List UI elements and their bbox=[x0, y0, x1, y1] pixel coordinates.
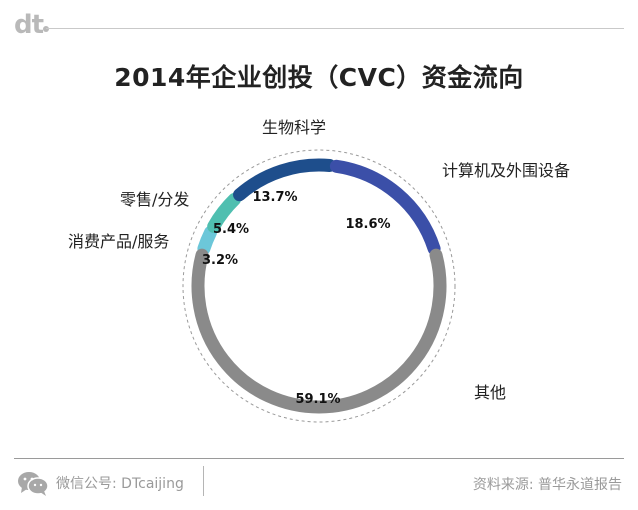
header-rule bbox=[46, 28, 624, 29]
segment-3 bbox=[329, 159, 441, 256]
source-text: 资料来源: 普华永道报告 bbox=[472, 477, 622, 493]
value-label-1: 5.4% bbox=[213, 222, 249, 237]
segment-4 bbox=[191, 248, 447, 414]
segment-2 bbox=[233, 158, 337, 202]
value-label-3: 18.6% bbox=[345, 217, 390, 232]
chart-title: 2014年企业创投（CVC）资金流向 bbox=[114, 63, 524, 92]
category-label-4: 其他 bbox=[474, 383, 506, 402]
dt-logo: dt bbox=[14, 10, 44, 40]
value-label-0: 3.2% bbox=[202, 253, 238, 268]
wechat-text: 微信公号: DTcaijing bbox=[56, 476, 184, 492]
footer-wechat: 微信公号: DTcaijing bbox=[16, 470, 184, 496]
footer-rule bbox=[14, 458, 624, 459]
segment-1 bbox=[207, 192, 242, 233]
category-label-3: 计算机及外围设备 bbox=[442, 161, 570, 180]
segment-0 bbox=[197, 225, 218, 256]
dashed-outer-ring bbox=[182, 149, 456, 423]
category-label-2: 生物科学 bbox=[262, 118, 326, 137]
value-label-2: 13.7% bbox=[252, 190, 297, 205]
category-label-0: 消费产品/服务 bbox=[68, 232, 169, 251]
wechat-icon bbox=[18, 472, 49, 496]
category-label-1: 零售/分发 bbox=[120, 190, 189, 209]
footer-separator bbox=[203, 466, 204, 496]
header-dot bbox=[43, 26, 49, 32]
value-label-4: 59.1% bbox=[295, 392, 340, 407]
